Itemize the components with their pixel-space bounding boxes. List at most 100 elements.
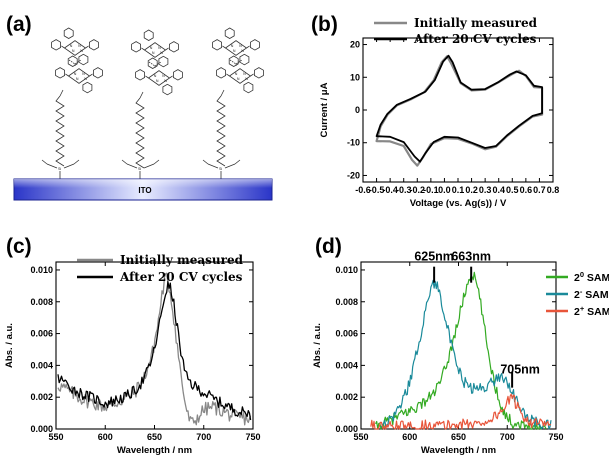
- panel-d-label: (d): [315, 235, 342, 258]
- atom-label: N: [233, 49, 236, 53]
- benzo-ring: [169, 41, 179, 53]
- benzo-ring: [63, 27, 74, 39]
- atom-label: N: [235, 72, 238, 76]
- x-tick-label: -0.3: [396, 185, 412, 195]
- panel-d: (d) 550 600 650 700 750 0.000 0.002 0.004 0.006 0…: [312, 235, 609, 456]
- legend-label: 2- SAM: [574, 287, 609, 301]
- benzo-ring: [254, 67, 264, 79]
- benzo-ring: [147, 57, 158, 69]
- chart-absorbance-cv: 550 600 650 700 750 0.000 0.002 0.004 0.006 0.008…: [4, 253, 261, 456]
- phthalocyanine-ring: N NN N: [131, 29, 179, 68]
- atom-label: N: [231, 44, 234, 48]
- atom-label: N: [72, 49, 75, 53]
- molecule: N NN NYN NN NSi: [202, 27, 264, 179]
- benzo-ring: [228, 55, 239, 67]
- benzo-ring: [78, 53, 89, 66]
- x-tick-label: 0.7: [533, 185, 546, 195]
- silicon-label: Si: [138, 167, 141, 171]
- atom-label: N: [239, 44, 242, 48]
- siloxane-bonds: [207, 163, 236, 179]
- legend-label: 20 SAM: [574, 270, 609, 284]
- x-tick-label: 650: [451, 432, 466, 442]
- benzo-ring: [173, 69, 183, 81]
- panel-c-label: (c): [6, 235, 32, 258]
- atom-label: N: [70, 44, 73, 48]
- y-tick-label: 0.008: [30, 297, 53, 307]
- x-tick-label: -0.2: [410, 185, 426, 195]
- alkyl-chain: [216, 95, 226, 167]
- series-line: [57, 272, 252, 426]
- bond: [139, 91, 144, 99]
- y-tick-label: 0.000: [30, 424, 53, 434]
- siloxane-bonds: [126, 163, 155, 179]
- y-axis-title: Abs. / a.u.: [4, 323, 15, 368]
- benzo-ring: [131, 41, 141, 53]
- atom-label: N: [74, 72, 77, 76]
- bond: [220, 89, 225, 97]
- benzo-ring: [51, 39, 61, 51]
- y-axis-title: Abs. / a.u.: [312, 323, 323, 368]
- siloxane-bonds: [46, 163, 75, 179]
- x-tick-label: 0.0: [438, 185, 451, 195]
- silicon-label: Si: [219, 167, 222, 171]
- benzo-ring: [89, 39, 99, 51]
- silicon-label: Si: [58, 167, 61, 171]
- atom-label: N: [245, 77, 248, 81]
- peak-label: 705nm: [500, 363, 540, 377]
- x-tick-label: 700: [196, 432, 211, 442]
- atom-label: N: [237, 77, 240, 81]
- series-line: [375, 271, 547, 430]
- x-tick-label: -0.6: [355, 185, 371, 195]
- x-tick-label: 550: [353, 432, 368, 442]
- bond: [222, 45, 250, 49]
- plot-frame: [360, 261, 557, 430]
- y-tick-label: 0.006: [335, 329, 358, 339]
- bond: [226, 73, 254, 77]
- alkyl-chain: [135, 97, 145, 169]
- y-tick-label: 0.008: [335, 297, 358, 307]
- peak-label: 663nm: [451, 250, 491, 264]
- bond: [141, 47, 169, 51]
- bond: [65, 73, 93, 77]
- x-tick-label: 0.2: [465, 185, 478, 195]
- molecule: N NN NYN NN NSi: [121, 29, 183, 179]
- phthalocyanine-ring: N NN N: [216, 55, 264, 94]
- phthalocyanine-ring: N NN N: [135, 57, 183, 96]
- x-tick-label: -0.4: [382, 185, 398, 195]
- x-axis-title: Wavelength / nm: [421, 445, 496, 456]
- benzo-ring: [162, 83, 173, 96]
- x-tick-label: 650: [147, 432, 162, 442]
- x-tick-label: 0.4: [492, 185, 505, 195]
- phthalocyanine-ring: N NN N: [212, 27, 260, 66]
- panel-c: (c) 550 600 650 700 750 0.000 0.002 0.004 0.006 0…: [4, 235, 261, 456]
- y-tick-label: 0.004: [335, 360, 358, 370]
- bond: [59, 89, 64, 97]
- benzo-ring: [216, 67, 226, 79]
- alkyl-chain: [55, 95, 65, 167]
- substrate-label: ITO: [138, 186, 151, 195]
- y-tick-label: 20: [350, 40, 360, 50]
- atom-label: N: [158, 46, 161, 50]
- x-tick-label: -0.5: [369, 185, 385, 195]
- series-line: [370, 393, 552, 430]
- atom-label: N: [156, 79, 159, 83]
- ethoxy-bonds: [121, 159, 160, 165]
- x-tick-label: 600: [98, 432, 113, 442]
- x-tick-label: 700: [500, 432, 515, 442]
- series-line: [57, 281, 252, 421]
- atom-label: N: [80, 49, 83, 53]
- legend-label: Initially measured: [414, 16, 538, 30]
- benzo-ring: [243, 81, 254, 94]
- phthalocyanine-ring: N NN N: [55, 55, 103, 94]
- benzo-ring: [224, 27, 235, 39]
- chart-cv: -0.6-0.5-0.4-0.3-0.2-0.1 0.0 0.1 0.2 0.3 0.4 0…: [319, 16, 559, 209]
- atom-label: N: [162, 74, 165, 78]
- y-tick-label: 0.000: [335, 424, 358, 434]
- atom-label: N: [84, 77, 87, 81]
- ethoxy-bonds: [202, 159, 241, 165]
- y-tick-label: -20: [347, 170, 360, 180]
- x-tick-label: 750: [548, 432, 563, 442]
- ethoxy-bonds: [41, 159, 80, 165]
- legend-label: After 20 CV cycles: [413, 32, 537, 46]
